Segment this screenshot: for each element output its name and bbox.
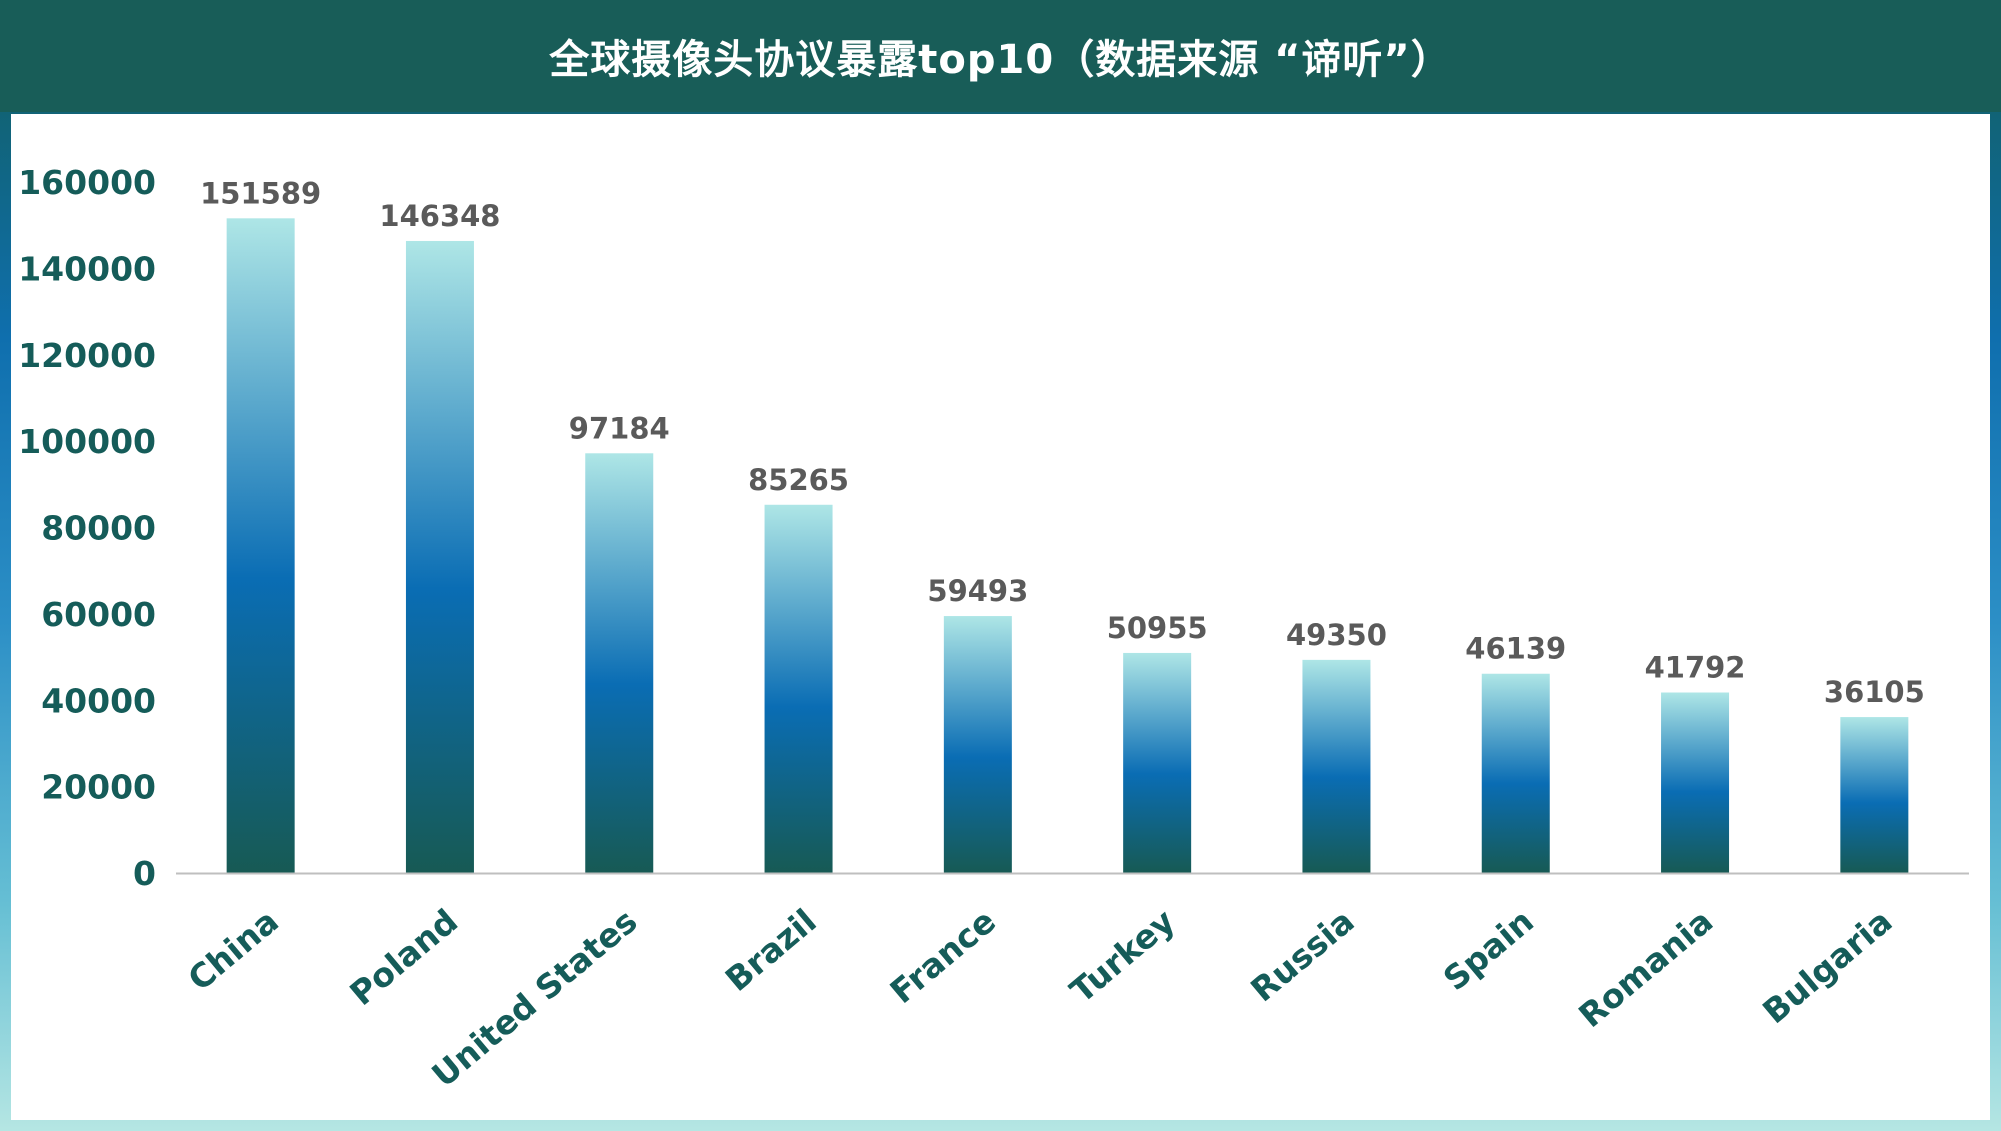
data-labels: 151589 146348 97184 85265 59493 50955 49350 461… [200, 176, 1925, 709]
y-tick-label: 80000 [41, 509, 156, 548]
y-tick-label: 60000 [41, 595, 156, 634]
x-tick-label: Russia [1243, 901, 1361, 1009]
data-label: 49350 [1286, 618, 1387, 652]
x-tick-label: Poland [342, 901, 465, 1013]
bar-spain [1481, 673, 1550, 873]
bar-bulgaria [1840, 717, 1909, 873]
x-tick-label: Spain [1436, 901, 1541, 998]
x-tick-label: France [883, 901, 1003, 1011]
data-label: 146348 [379, 199, 500, 233]
bar-russia [1302, 659, 1371, 873]
x-tick-label: Brazil [718, 901, 824, 999]
x-tick-label: China [180, 901, 285, 998]
bar-turkey [1123, 652, 1192, 873]
y-tick-label: 0 [133, 854, 156, 893]
data-label: 36105 [1824, 675, 1925, 709]
data-label: 46139 [1465, 632, 1566, 666]
x-tick-label: Bulgaria [1755, 901, 1899, 1031]
x-tick-label: Romania [1571, 901, 1720, 1035]
y-axis: 0 20000 40000 60000 80000 100000 120000 140000 1… [18, 163, 156, 893]
bars [226, 218, 1909, 873]
data-label: 59493 [927, 574, 1028, 608]
chart-panel: 0 20000 40000 60000 80000 100000 120000 140000 1… [11, 114, 1990, 1120]
bar-poland [405, 240, 474, 873]
y-tick-label: 20000 [41, 768, 156, 807]
bar-france [943, 616, 1012, 873]
data-label: 97184 [569, 411, 670, 445]
bar-brazil [764, 504, 833, 873]
chart-title: 全球摄像头协议暴露top10（数据来源 “谛听”） [549, 37, 1452, 83]
y-tick-label: 120000 [18, 336, 156, 375]
data-label: 50955 [1107, 611, 1208, 645]
title-bar: 全球摄像头协议暴露top10（数据来源 “谛听”） [0, 0, 2001, 112]
data-label: 151589 [200, 176, 321, 210]
x-tick-label: Turkey [1063, 901, 1183, 1010]
y-tick-label: 160000 [18, 163, 156, 202]
bar-romania [1661, 692, 1730, 873]
y-tick-label: 100000 [18, 422, 156, 461]
data-label: 41792 [1645, 651, 1746, 685]
data-label: 85265 [748, 463, 849, 497]
bar-united-states [585, 453, 654, 873]
bar-china [226, 218, 295, 873]
y-tick-label: 140000 [18, 249, 156, 288]
bar-chart: 0 20000 40000 60000 80000 100000 120000 140000 1… [18, 163, 1969, 1095]
y-tick-label: 40000 [41, 681, 156, 720]
